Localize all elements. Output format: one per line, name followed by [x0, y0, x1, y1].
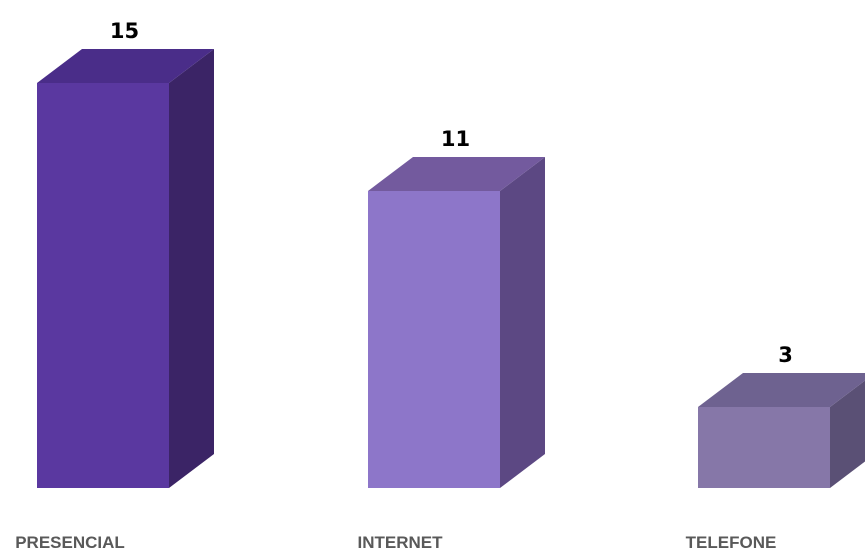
bar-internet: [368, 157, 545, 488]
bar-telefone: [698, 373, 865, 488]
category-label-internet: INTERNET: [358, 533, 444, 552]
category-label-presencial: PRESENCIAL: [15, 533, 125, 552]
bars-layer: [37, 49, 865, 488]
category-label-telefone: TELEFONE: [686, 533, 777, 552]
data-label-telefone: 3: [778, 343, 793, 367]
bar-front-internet: [368, 191, 500, 488]
value-labels-layer: 15 11 3: [110, 19, 793, 367]
data-label-internet: 11: [441, 127, 470, 151]
bar-top-presencial: [37, 49, 214, 83]
bar-side-telefone: [830, 380, 865, 488]
bar-side-internet: [500, 157, 545, 488]
category-labels-layer: PRESENCIAL INTERNET TELEFONE: [15, 533, 776, 552]
bar-top-telefone: [698, 373, 865, 407]
bar-front-telefone: [698, 407, 830, 488]
bar-side-presencial: [169, 49, 214, 488]
bar-presencial: [37, 49, 214, 488]
data-label-presencial: 15: [110, 19, 139, 43]
bar-top-internet: [368, 157, 545, 191]
bar-front-presencial: [37, 83, 169, 488]
